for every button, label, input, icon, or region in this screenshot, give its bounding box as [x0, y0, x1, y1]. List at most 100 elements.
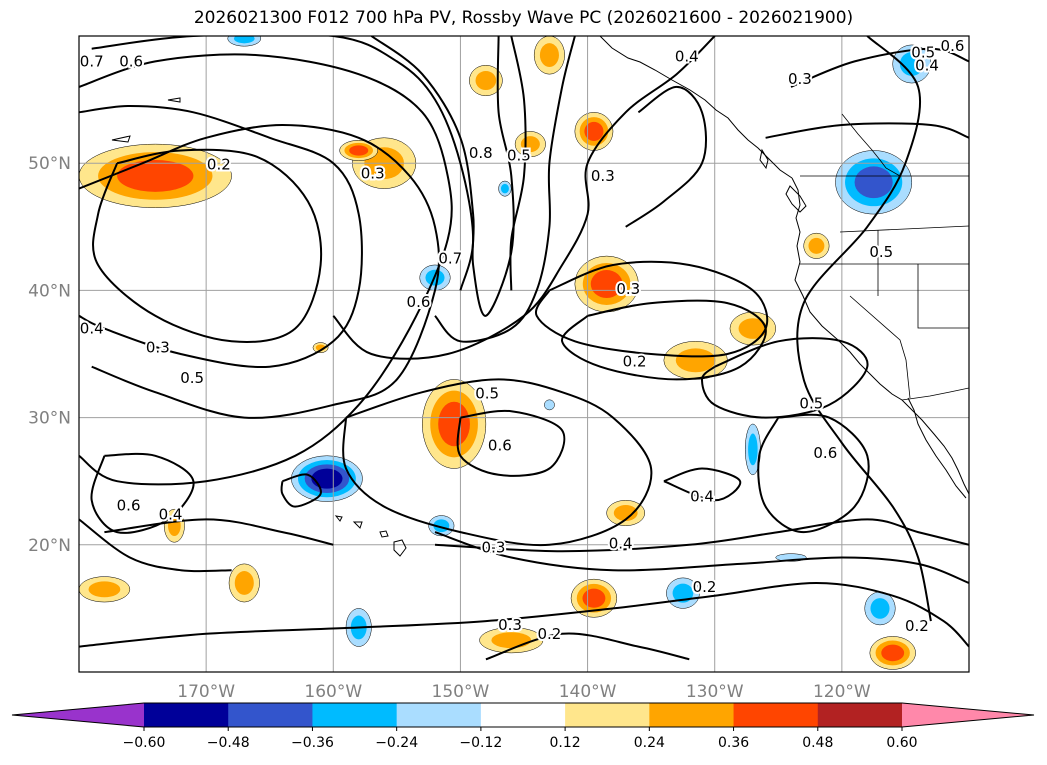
pv-anomaly-patch [491, 632, 532, 649]
contour-label: 0.5 [799, 395, 823, 413]
colorbar-segment [228, 703, 313, 727]
contour-label: 0.2 [905, 617, 929, 635]
contour-label: 0.7 [438, 250, 462, 268]
pv-contour-line [280, 473, 322, 508]
lon-tick-label: 140°W [559, 682, 617, 702]
pv-anomaly-patch [870, 598, 890, 619]
haida-gwaii [759, 148, 769, 170]
colorbar-segment [144, 703, 229, 727]
pv-anomaly-patch [438, 401, 470, 447]
pv-anomaly-patch [738, 318, 768, 339]
map-background [79, 36, 969, 672]
hawaii-island-big [393, 539, 407, 557]
contour-label: 0.6 [117, 496, 141, 514]
pv-anomaly-patch [590, 270, 623, 299]
lat-tick-label: 20°N [28, 536, 71, 556]
pv-contour-line [456, 409, 566, 477]
colorbar-tick-label: −0.12 [459, 735, 502, 751]
pv-anomaly-patch [582, 588, 606, 608]
contour-label: 0.2 [693, 578, 717, 596]
contour-label: 0.3 [591, 167, 615, 185]
lon-tick-label: 160°W [304, 682, 362, 702]
coastline-layer [111, 36, 969, 557]
lat-tick-label: 50°N [28, 154, 71, 174]
political-borders [800, 113, 969, 401]
pv-anomaly-patch [672, 583, 694, 603]
pv-contour-line [79, 53, 453, 486]
pv-contour-line [79, 104, 363, 369]
pv-contour-line [663, 467, 742, 502]
pv-contour-line [561, 299, 767, 381]
aleutian-island-1 [167, 97, 181, 103]
pv-anomaly-patch [544, 399, 555, 411]
pv-contour-line [91, 36, 475, 291]
state-border-4 [839, 225, 969, 233]
colorbar-tick-label: 0.48 [802, 735, 833, 751]
contour-label: 0.6 [813, 444, 837, 462]
hawaii-island-kauai [334, 515, 343, 522]
contour-label: 0.8 [469, 144, 493, 162]
colorbar-tick-label: 0.36 [718, 735, 749, 751]
lat-tick-label: 40°N [28, 281, 71, 301]
state-border-5 [849, 295, 911, 399]
colorbar-segment [312, 703, 398, 727]
pv-anomaly-patch [808, 237, 825, 254]
contour-label: 0.6 [941, 37, 965, 55]
pv-anomaly-patch [854, 166, 893, 199]
contour-label: 0.2 [207, 155, 231, 173]
state-border-3 [917, 264, 969, 329]
colorbar-segment [396, 703, 482, 727]
pv-anomaly-patch [233, 36, 255, 44]
pv-anomaly-patch [88, 581, 121, 598]
colorbar-tick-label: −0.36 [291, 735, 334, 751]
pv-anomaly-patch [613, 505, 638, 521]
colorbar-tick-label: 0.24 [634, 735, 665, 751]
pv-contour-line [485, 632, 690, 661]
contour-label: 0.5 [180, 369, 204, 387]
contour-label: 0.6 [119, 52, 143, 70]
pv-anomaly-patch [748, 433, 758, 466]
colorbar-extension-low [12, 703, 144, 727]
pv-anomaly-patch [475, 70, 497, 91]
alaska-coastline [599, 36, 793, 179]
pv-contour-line [79, 123, 441, 419]
lon-tick-label: 170°W [177, 682, 235, 702]
colorbar: −0.60 −0.48 −0.36 −0.24 −0.12 0.12 0.24 0.36 0.4… [11, 702, 1035, 751]
pv-contour-line [765, 122, 969, 139]
lon-tick-label: 150°W [432, 682, 490, 702]
contour-label: 0.4 [609, 535, 633, 553]
contour-label: 0.2 [623, 353, 647, 371]
contour-label: 0.3 [146, 339, 170, 357]
lon-tick-label: 130°W [686, 682, 744, 702]
pv-contour-line [509, 36, 527, 291]
contour-label: 0.5 [911, 44, 935, 62]
map-frame [78, 35, 970, 673]
pv-contour-line [79, 581, 969, 648]
colorbar-tick-label: 0.60 [886, 735, 917, 751]
contour-label-layer: 0.60.70.2 0.30.8 0.50.30.40.30.50.40.60.50… [79, 36, 966, 645]
colorbar-tick-label: −0.24 [375, 735, 418, 751]
aleutian-island-2 [111, 135, 131, 143]
contour-label: 0.4 [915, 56, 939, 74]
figure-title: 2026021300 F012 700 hPa PV, Rossby Wave … [193, 8, 854, 28]
colorbar-segment [480, 703, 566, 727]
pv-contour-line [625, 85, 707, 228]
hawaii-island-oahu [352, 521, 363, 529]
pv-contour-line [104, 518, 334, 546]
colorbar-segment [817, 703, 903, 727]
contour-label: 0.4 [690, 487, 714, 505]
colorbar-tick-label: −0.60 [123, 735, 166, 751]
pv-anomaly-patch [234, 571, 254, 595]
colorbar-segment [649, 703, 735, 727]
baja-coastline [907, 397, 967, 499]
contour-label: 0.5 [507, 147, 531, 165]
us-mexico-border [901, 387, 969, 401]
colorbar-extension-high [902, 703, 1034, 727]
pv-contour-line [700, 337, 869, 419]
pv-contour-line [434, 531, 969, 584]
axis-tick-labels: 20°N 30°N 40°N 50°N 170°W 160°W 150°W 140°W 130°… [28, 154, 871, 702]
contour-label: 0.6 [488, 437, 512, 455]
pv-anomaly-patch [117, 160, 194, 192]
pv-contour-line [370, 36, 515, 317]
